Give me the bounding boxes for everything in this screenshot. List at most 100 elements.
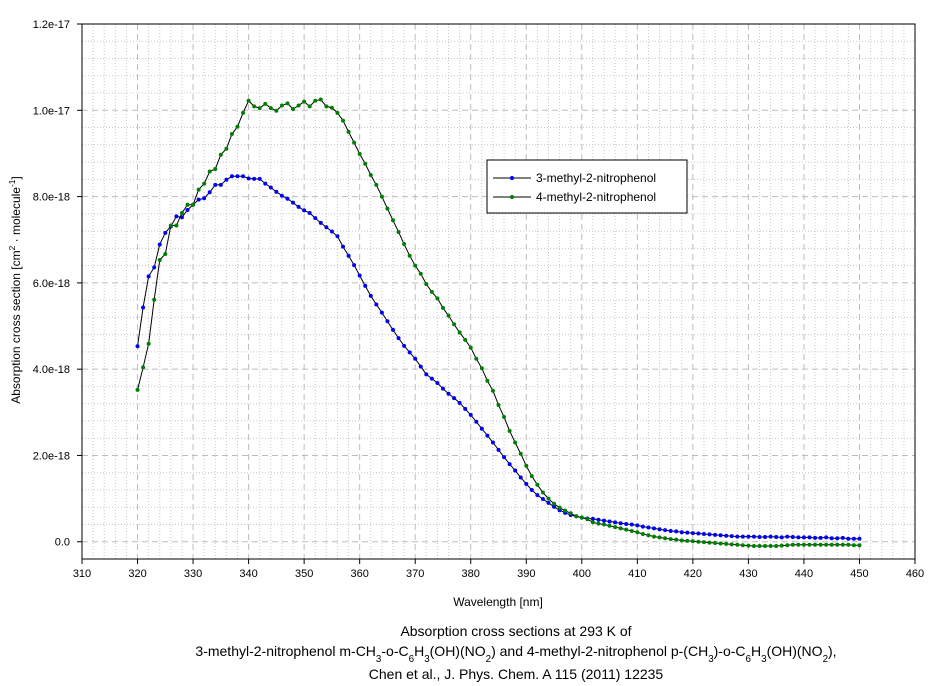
- data-point: [379, 310, 384, 315]
- data-point: [385, 319, 390, 324]
- data-point: [851, 543, 856, 548]
- data-point: [479, 426, 484, 431]
- data-point: [813, 535, 818, 540]
- data-point: [329, 229, 334, 234]
- data-point: [452, 322, 457, 327]
- data-point: [363, 161, 368, 166]
- data-point: [590, 516, 595, 521]
- data-point: [279, 103, 284, 108]
- data-point: [696, 539, 701, 544]
- legend: 3-methyl-2-nitrophenol 4-methyl-2-nitroph…: [486, 159, 688, 214]
- data-point: [807, 542, 812, 547]
- data-point: [163, 251, 168, 256]
- data-point: [740, 543, 745, 548]
- data-point: [624, 522, 629, 527]
- data-point: [563, 508, 568, 513]
- data-point: [413, 263, 418, 268]
- data-point: [490, 440, 495, 445]
- data-point: [774, 534, 779, 539]
- data-point: [341, 118, 346, 123]
- data-point: [552, 504, 557, 509]
- data-point: [468, 345, 473, 350]
- data-point: [640, 524, 645, 529]
- x-tick-label: 340: [239, 568, 257, 580]
- data-point: [524, 463, 529, 468]
- data-point: [446, 313, 451, 318]
- data-point: [857, 536, 862, 541]
- data-point: [274, 189, 279, 194]
- data-point: [152, 265, 157, 270]
- x-tick-label: 330: [184, 568, 202, 580]
- data-point: [524, 481, 529, 486]
- data-point: [768, 534, 773, 539]
- data-point: [463, 337, 468, 342]
- x-tick-label: 370: [406, 568, 424, 580]
- data-point: [668, 537, 673, 542]
- data-point: [474, 356, 479, 361]
- data-point: [635, 530, 640, 535]
- data-point: [502, 415, 507, 420]
- data-point: [701, 540, 706, 545]
- data-point: [218, 182, 223, 187]
- data-point: [663, 528, 668, 533]
- data-point: [168, 223, 173, 228]
- data-point: [724, 533, 729, 538]
- data-point: [418, 271, 423, 276]
- x-tick-label: 350: [295, 568, 313, 580]
- x-axis: 310 320 330 340 350 360 370 380 390 400 410 420 430 4…: [73, 559, 924, 580]
- data-point: [724, 541, 729, 546]
- data-point: [790, 542, 795, 547]
- x-tick-label: 460: [906, 568, 924, 580]
- legend-label: 3-methyl-2-nitrophenol: [536, 171, 656, 185]
- data-point: [668, 528, 673, 533]
- data-point: [657, 535, 662, 540]
- data-point: [141, 305, 146, 310]
- data-point: [463, 406, 468, 411]
- data-point: [774, 544, 779, 549]
- data-point: [191, 202, 196, 207]
- data-point: [307, 104, 312, 109]
- data-point: [207, 169, 212, 174]
- data-point: [529, 487, 534, 492]
- data-point: [241, 174, 246, 179]
- data-point: [263, 101, 268, 106]
- data-point: [479, 366, 484, 371]
- data-point: [318, 220, 323, 225]
- data-point: [685, 530, 690, 535]
- data-point: [202, 181, 207, 186]
- data-point: [507, 428, 512, 433]
- data-point: [390, 218, 395, 223]
- data-point: [835, 536, 840, 541]
- data-point: [346, 129, 351, 134]
- data-point: [207, 190, 212, 195]
- data-point: [407, 253, 412, 258]
- y-tick-label: 6.0e-18: [33, 278, 70, 290]
- data-point: [651, 526, 656, 531]
- data-point: [357, 151, 362, 156]
- x-tick-label: 450: [850, 568, 868, 580]
- data-point: [746, 543, 751, 548]
- data-point: [379, 194, 384, 199]
- data-point: [763, 544, 768, 549]
- data-point: [229, 174, 234, 179]
- data-point: [529, 474, 534, 479]
- x-tick-label: 360: [350, 568, 368, 580]
- data-point: [357, 273, 362, 278]
- data-point: [440, 386, 445, 391]
- data-point: [396, 229, 401, 234]
- data-point: [740, 534, 745, 539]
- data-point: [352, 263, 357, 268]
- data-point: [851, 536, 856, 541]
- grid: [81, 23, 916, 560]
- data-point: [363, 283, 368, 288]
- data-point: [352, 140, 357, 145]
- data-point: [518, 451, 523, 456]
- data-point: [335, 234, 340, 239]
- chart-title-line: Chen et al., J. Phys. Chem. A 115 (2011)…: [369, 666, 664, 682]
- data-point: [396, 336, 401, 341]
- data-point: [540, 490, 545, 495]
- data-point: [540, 497, 545, 502]
- data-point: [624, 527, 629, 532]
- data-point: [474, 419, 479, 424]
- data-point: [535, 493, 540, 498]
